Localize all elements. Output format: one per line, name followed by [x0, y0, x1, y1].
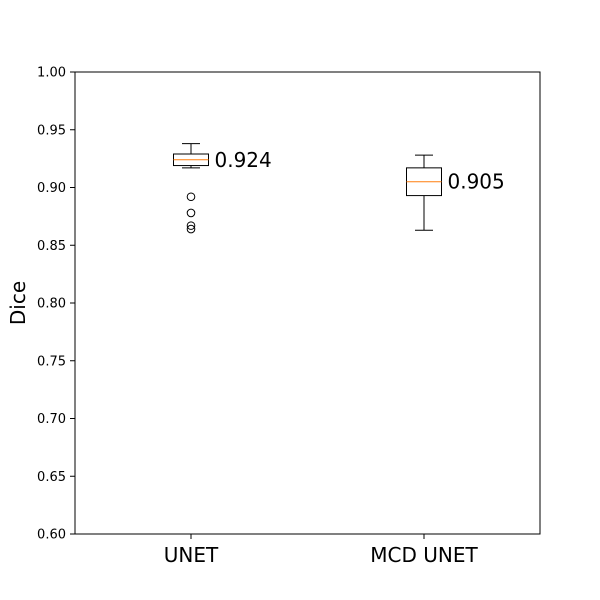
outlier-point: [186, 221, 196, 230]
outlier-point: [186, 208, 196, 218]
y-tick-label: 0.90: [37, 181, 66, 196]
y-axis-label: Dice: [6, 281, 30, 325]
plot-area: [74, 71, 541, 535]
x-tick-label: UNET: [164, 543, 219, 567]
y-tick-label: 0.85: [37, 239, 66, 254]
median-annotation: 0.924: [215, 148, 272, 172]
y-tick-label: 0.80: [37, 297, 66, 312]
median-annotation: 0.905: [448, 170, 505, 194]
y-axis: 0.60 0.65 0.70 0.75 0.80 0.85 0.90 0.95 1.00: [37, 66, 75, 543]
y-tick-label: 0.60: [37, 528, 66, 543]
outlier-point: [186, 224, 196, 234]
y-tick-label: 0.70: [37, 412, 66, 427]
y-tick-label: 1.00: [37, 66, 66, 81]
boxes: 0.924 0.905: [173, 143, 505, 234]
outlier-point: [186, 192, 196, 202]
y-tick-label: 0.75: [37, 354, 66, 369]
x-axis: UNET MCD UNET: [164, 534, 478, 567]
y-tick-label: 0.65: [37, 470, 66, 485]
box-group: 0.924: [173, 143, 272, 234]
x-tick-label: MCD UNET: [370, 543, 478, 567]
box-group: 0.905: [406, 154, 505, 231]
y-tick-label: 0.95: [37, 123, 66, 138]
